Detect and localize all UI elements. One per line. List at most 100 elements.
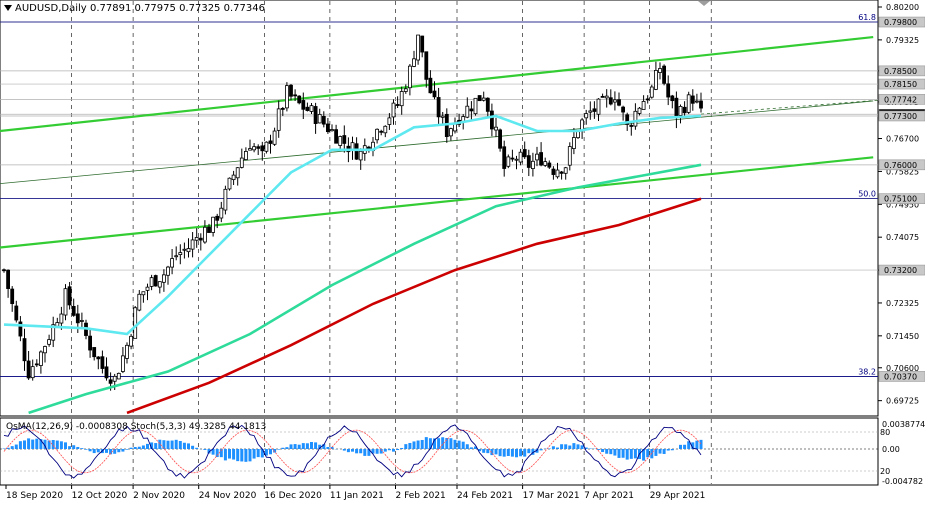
osma-bar	[326, 447, 329, 449]
candle-body	[593, 109, 596, 112]
candle-body	[281, 108, 284, 109]
osc-tick-label: -0.004782	[882, 477, 923, 486]
osma-bar	[167, 441, 170, 449]
candle-body	[359, 151, 362, 160]
osma-bar	[454, 440, 457, 449]
candle-body	[577, 132, 580, 138]
candle-body	[437, 97, 440, 116]
time-tick-label: 17 Mar 2021	[523, 491, 580, 501]
osma-bar	[23, 440, 26, 449]
candle-body	[335, 130, 338, 144]
candle-body	[322, 116, 325, 124]
osma-bar	[306, 443, 309, 449]
candle-body	[3, 270, 6, 271]
candle-body	[150, 278, 153, 287]
candle-body	[277, 109, 280, 130]
candle-body	[269, 141, 272, 144]
candle-body	[60, 314, 63, 323]
candle-body	[572, 138, 575, 149]
candle-body	[314, 106, 317, 123]
candle-body	[503, 147, 506, 169]
price-tag-label: 0.75100	[884, 195, 917, 204]
osma-bar	[572, 443, 575, 449]
osma-bar	[310, 442, 313, 449]
osma-bar	[298, 445, 301, 449]
osma-bar	[228, 449, 231, 459]
candle-body	[134, 308, 137, 339]
candle-body	[691, 96, 694, 103]
time-tick-label: 24 Nov 2020	[199, 491, 257, 501]
candle-body	[109, 380, 112, 384]
candle-body	[228, 178, 231, 189]
osma-bar	[240, 449, 243, 461]
candle-body	[130, 336, 133, 346]
osma-bar	[15, 445, 18, 449]
candle-body	[142, 292, 145, 295]
candle-body	[35, 364, 38, 365]
osma-bar	[363, 449, 366, 456]
candle-body	[413, 59, 416, 67]
candle-body	[560, 172, 563, 173]
price-tick-label: 0.74075	[886, 233, 919, 242]
candle-body	[187, 249, 190, 252]
osma-bar	[187, 443, 190, 449]
candle-body	[146, 287, 149, 290]
osma-bar	[667, 449, 670, 451]
osma-bar	[314, 442, 317, 449]
osma-bar	[413, 441, 416, 449]
candle-body	[531, 161, 534, 168]
candle-body	[126, 345, 129, 358]
candle-body	[433, 91, 436, 97]
osma-bar	[68, 446, 71, 449]
price-axis: 0.802000.793250.785000.776750.767000.758…	[878, 3, 925, 406]
osma-bar	[659, 449, 662, 454]
osma-bar	[466, 444, 469, 449]
candle-body	[224, 189, 227, 210]
candle-body	[404, 89, 407, 92]
candle-body	[609, 98, 612, 104]
osma-bar	[183, 443, 186, 449]
candle-body	[679, 106, 682, 115]
osma-bar	[72, 445, 75, 449]
osma-bar	[679, 445, 682, 449]
osma-bar	[404, 444, 407, 449]
stoch-level-label: 20	[880, 467, 890, 476]
candle-body	[396, 105, 399, 106]
price-tag-label: 0.70370	[884, 372, 917, 381]
price-pane	[0, 0, 878, 416]
osma-bar	[392, 449, 395, 452]
candle-body	[700, 101, 703, 108]
osc-tick-label: 0.00	[882, 445, 900, 454]
osma-bar	[683, 445, 686, 449]
price-tag-label: 0.77742	[884, 95, 917, 104]
candle-body	[556, 170, 559, 177]
candle-body	[544, 162, 547, 166]
osma-bar	[31, 440, 34, 449]
candle-body	[76, 314, 79, 323]
osma-bar	[400, 448, 403, 449]
price-tick-label: 0.72325	[886, 299, 919, 308]
candle-body	[585, 114, 588, 118]
candle-body	[64, 289, 67, 315]
osma-bar	[577, 444, 580, 449]
osma-bar	[19, 441, 22, 449]
candle-body	[331, 130, 334, 131]
candle-body	[667, 84, 670, 97]
candle-body	[482, 98, 485, 100]
osma-bar	[97, 449, 100, 452]
candle-body	[72, 306, 75, 315]
candle-body	[253, 147, 256, 150]
osma-bar	[244, 449, 247, 462]
candle-body	[265, 142, 268, 151]
stoch-level-label: 80	[880, 428, 890, 437]
candle-body	[466, 106, 469, 117]
candle-body	[511, 158, 514, 159]
osma-bar	[232, 449, 235, 460]
osma-bar	[581, 445, 584, 449]
osma-bar	[142, 445, 145, 449]
candle-body	[429, 78, 432, 93]
price-tag-label: 0.78500	[884, 67, 917, 76]
candle-body	[470, 109, 473, 111]
candle-body	[23, 339, 26, 361]
candle-body	[376, 129, 379, 139]
